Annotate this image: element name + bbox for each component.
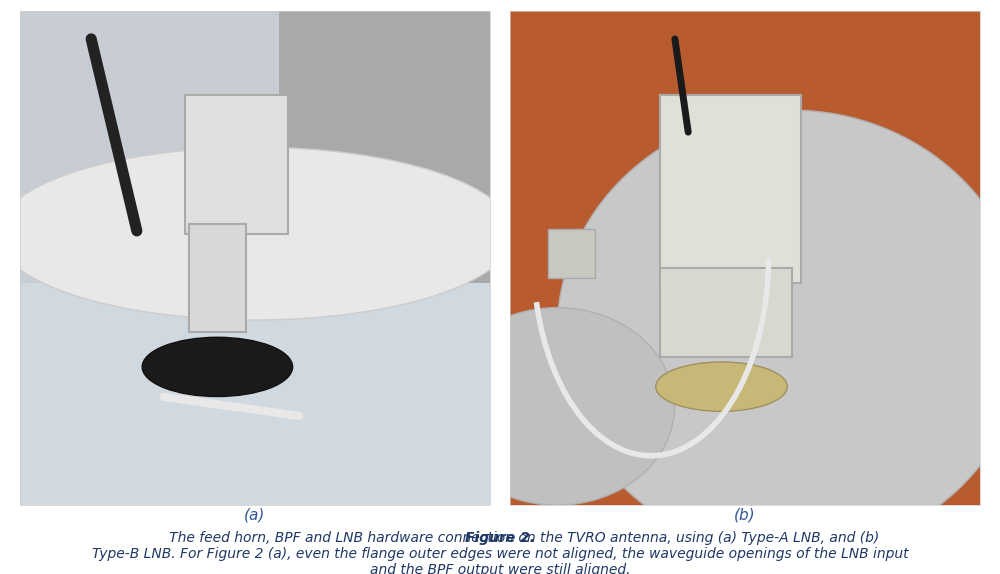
Text: Figure 2.: Figure 2. (465, 531, 535, 545)
Ellipse shape (440, 308, 674, 505)
Ellipse shape (142, 338, 293, 397)
Text: The feed horn, BPF and LNB hardware connection on the TVRO antenna, using (a) Ty: The feed horn, BPF and LNB hardware conn… (92, 531, 908, 574)
Text: (b): (b) (734, 508, 756, 523)
FancyArrowPatch shape (675, 39, 688, 132)
Ellipse shape (656, 362, 787, 412)
Text: (a): (a) (244, 508, 266, 523)
FancyArrowPatch shape (91, 39, 137, 231)
Bar (548, 228, 595, 278)
Bar (189, 224, 246, 332)
Bar (184, 95, 288, 234)
Bar (278, 11, 490, 283)
Bar (660, 95, 801, 283)
FancyArrowPatch shape (164, 397, 299, 416)
Ellipse shape (0, 147, 514, 320)
Bar (660, 268, 792, 357)
Bar (20, 11, 490, 283)
Ellipse shape (557, 110, 1000, 554)
